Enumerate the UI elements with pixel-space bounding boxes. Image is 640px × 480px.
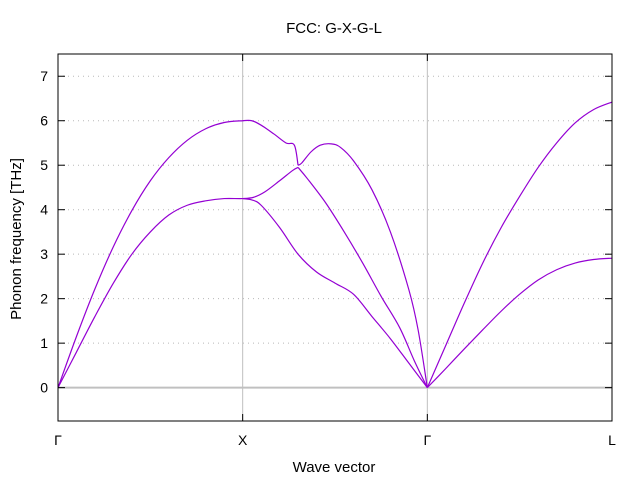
y-tick-label: 0 xyxy=(40,380,48,396)
band-line-1 xyxy=(57,119,299,388)
y-tick-label: 4 xyxy=(40,202,48,218)
band-line-2 xyxy=(297,143,428,388)
band-line-7 xyxy=(426,101,613,388)
y-tick-label: 1 xyxy=(40,335,48,351)
y-tick-label: 3 xyxy=(40,246,48,262)
band-lines xyxy=(57,101,613,389)
x-tick-label: Γ xyxy=(54,432,62,448)
y-axis-ticks: 0 1 2 3 4 5 6 7 xyxy=(40,68,612,396)
x-tick-label: L xyxy=(608,432,616,448)
y-tick-label: 2 xyxy=(40,291,48,307)
band-line-6 xyxy=(426,257,613,389)
chart-title: FCC: G-X-G-L xyxy=(286,20,382,37)
y-tick-label: 6 xyxy=(40,113,48,129)
plot-frame xyxy=(57,53,613,422)
x-tick-label: Γ xyxy=(423,432,431,448)
gridlines xyxy=(58,54,612,421)
x-tick-label: X xyxy=(238,432,248,448)
band-line-3 xyxy=(57,166,299,388)
y-tick-label: 7 xyxy=(40,68,48,84)
x-axis-label: Wave vector xyxy=(293,459,376,476)
y-axis-label: Phonon frequency [THz] xyxy=(8,158,25,320)
band-line-4 xyxy=(297,167,428,388)
y-tick-label: 5 xyxy=(40,157,48,173)
band-line-5 xyxy=(242,197,428,389)
